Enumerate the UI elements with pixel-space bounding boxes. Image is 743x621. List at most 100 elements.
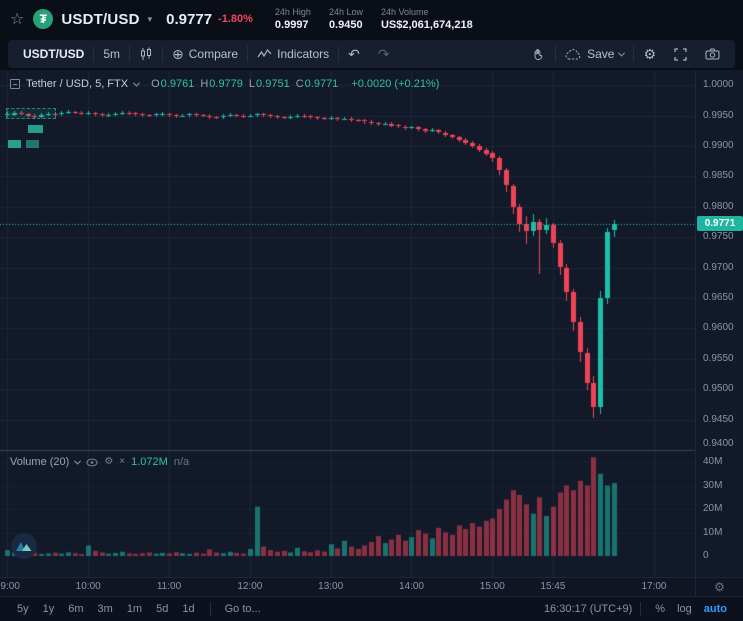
range-button-3m[interactable]: 3m <box>91 603 120 615</box>
pan-tool-button[interactable] <box>523 40 555 68</box>
fullscreen-icon <box>674 47 687 61</box>
price-tick-0.9450: 0.9450 <box>703 413 734 425</box>
price-tick-0.9700: 0.9700 <box>703 261 734 273</box>
volume-tick-20M: 20M <box>703 503 723 514</box>
ohlc-value-H: 0.9779 <box>209 78 243 90</box>
interval-label: 5m <box>103 47 121 61</box>
bottom-divider <box>209 602 211 616</box>
toolbar-wrap: USDT/USD 5m ⊕ Compare <box>0 38 743 70</box>
redo-button[interactable]: ↷ <box>369 40 399 68</box>
legend-change: +0.0020 (+0.21%) <box>351 78 440 90</box>
time-tick-15:00: 15:00 <box>479 581 505 592</box>
hand-icon <box>534 49 543 60</box>
series-title[interactable]: Tether / USD, 5, FTX <box>26 78 129 90</box>
range-button-1d[interactable]: 1d <box>175 603 201 615</box>
indicators-label: Indicators <box>277 47 330 61</box>
clock-timezone[interactable]: 16:30:17 (UTC+9) <box>543 603 633 615</box>
tether-logo-icon: ₮ <box>33 9 54 29</box>
price-tick-0.9750: 0.9750 <box>703 231 734 243</box>
stat-label: 24h Low <box>328 7 363 17</box>
volume-caret-icon[interactable] <box>74 457 82 465</box>
time-tick-09:00: 09:00 <box>0 581 20 592</box>
volume-title[interactable]: Volume (20) <box>10 456 70 468</box>
stat-24h-high: 24h High 0.9997 <box>275 7 311 31</box>
collapse-pane-icon[interactable] <box>10 79 20 89</box>
symbol-search-button[interactable]: USDT/USD <box>14 40 93 68</box>
redo-icon: ↷ <box>377 46 390 62</box>
price-tick-0.9550: 0.9550 <box>703 352 734 364</box>
symbol-search-label: USDT/USD <box>23 47 85 61</box>
chart-toolbar: USDT/USD 5m ⊕ Compare <box>8 40 735 68</box>
ohlc-label-L: L <box>248 78 256 90</box>
volume-tick-10M: 10M <box>703 526 723 538</box>
time-tick-11:00: 11:00 <box>156 581 182 592</box>
stat-value: US$2,061,674,218 <box>380 19 473 31</box>
price-tick-0.9900: 0.9900 <box>703 140 734 151</box>
chart-area[interactable]: Tether / USD, 5, FTX O0.9761 H0.9779 L0.97… <box>0 70 743 577</box>
stat-label: 24h Volume <box>380 7 429 17</box>
ohlc-value-C: 0.9771 <box>304 78 339 90</box>
legend-caret-icon[interactable] <box>133 79 141 87</box>
compare-button[interactable]: ⊕ Compare <box>163 40 247 68</box>
auto-scale-button[interactable]: auto <box>703 603 727 615</box>
stat-24h-volume: 24h Volume US$2,061,674,218 <box>381 7 473 31</box>
toolbar-divider <box>129 46 131 62</box>
price-change-percent: -1.80% <box>218 13 253 25</box>
range-button-5y[interactable]: 5y <box>10 603 36 615</box>
compare-label: Compare <box>188 47 239 61</box>
range-button-6m[interactable]: 6m <box>61 603 90 615</box>
time-tick-15:45: 15:45 <box>540 581 566 592</box>
gear-icon: ⚙ <box>643 46 656 62</box>
axis-settings-corner[interactable]: ⚙ <box>695 578 743 596</box>
stat-24h-low: 24h Low 0.9450 <box>329 7 363 31</box>
save-caret-icon <box>618 49 626 57</box>
chart-style-button[interactable] <box>130 40 162 68</box>
eye-icon[interactable] <box>86 458 98 467</box>
chart-drawing-box <box>26 140 39 148</box>
range-buttons: 5y 1y 6m 3m 1m 5d 1d <box>10 603 202 615</box>
toolbar-divider <box>162 46 164 62</box>
time-tick-14:00: 14:00 <box>398 581 424 592</box>
volume-tick-40M: 40M <box>703 456 723 467</box>
log-scale-button[interactable]: log <box>677 603 692 615</box>
volume-tick-30M: 30M <box>703 479 723 491</box>
legend-ohlc: O0.9761 H0.9779 L0.9751 C0.9771 <box>145 78 338 90</box>
range-button-1m[interactable]: 1m <box>120 603 149 615</box>
symbol-dropdown-caret-icon[interactable]: ▾ <box>147 13 153 24</box>
toolbar-divider <box>555 46 557 62</box>
favorite-star-icon[interactable]: ☆ <box>10 11 25 28</box>
time-axis[interactable]: ⚙ 09:00 10:00 11:00 12:00 13:00 14:00 15:00 15:… <box>0 577 743 596</box>
toolbar-divider <box>93 46 95 62</box>
price-tick-0.9850: 0.9850 <box>703 170 734 182</box>
price-axis[interactable]: 0.9771 1.0000 0.9950 0.9900 0.9850 0.9800 0.9… <box>695 70 743 577</box>
indicators-button[interactable]: Indicators <box>248 40 338 68</box>
undo-button[interactable]: ↶ <box>339 40 369 68</box>
range-button-1y[interactable]: 1y <box>36 603 62 615</box>
range-button-5d[interactable]: 5d <box>149 603 175 615</box>
chart-drawing-box <box>28 125 43 133</box>
save-button[interactable]: Save <box>556 40 633 68</box>
price-tick-1.0000: 1.0000 <box>703 79 734 91</box>
volume-settings-gear-icon[interactable]: ⚙ <box>104 456 114 467</box>
axis-gear-icon: ⚙ <box>714 580 725 594</box>
ohlc-label-C: C <box>295 78 304 90</box>
chart-settings-button[interactable]: ⚙ <box>634 40 665 68</box>
candlestick-chart-canvas[interactable] <box>0 70 695 577</box>
goto-button[interactable]: Go to... <box>224 603 261 615</box>
snapshot-button[interactable] <box>696 40 729 68</box>
percent-scale-button[interactable]: % <box>655 603 666 615</box>
price-tick-0.9600: 0.9600 <box>703 322 734 334</box>
volume-legend: Volume (20) ⚙ × 1.072M n/a <box>10 456 189 468</box>
symbol-title[interactable]: USDT/USD <box>61 10 140 28</box>
interval-button[interactable]: 5m <box>94 40 129 68</box>
stat-label: 24h High <box>274 7 311 17</box>
ohlc-label-O: O <box>151 78 160 90</box>
remove-indicator-icon[interactable]: × <box>119 456 126 467</box>
current-price-tag: 0.9771 <box>697 216 743 232</box>
fullscreen-button[interactable] <box>665 40 696 68</box>
time-tick-10:00: 10:00 <box>75 581 101 592</box>
candlestick-style-icon <box>141 47 152 60</box>
camera-icon <box>705 48 720 60</box>
volume-ma-value: n/a <box>173 456 190 468</box>
